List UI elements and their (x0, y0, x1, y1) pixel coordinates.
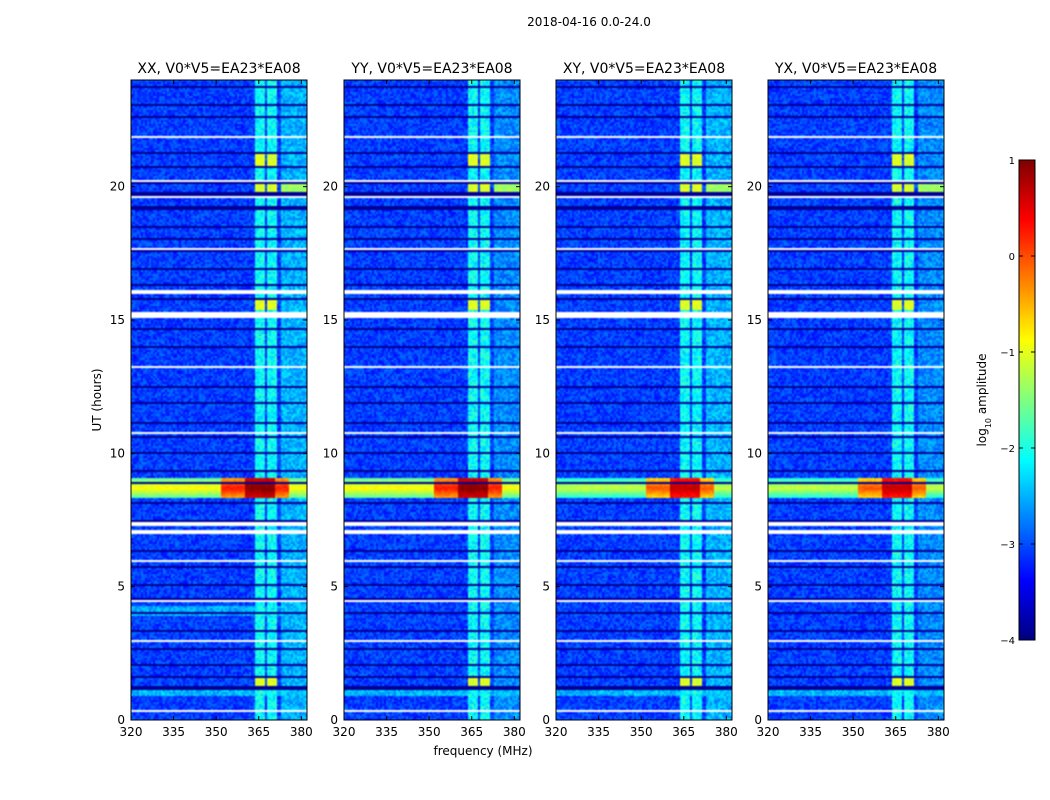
axes-frame-2 (555, 79, 733, 721)
y-tick-label: 5 (542, 580, 550, 594)
colorbar-frame (1018, 159, 1036, 641)
x-tick-label: 320 (333, 725, 356, 739)
colorbar-gradient (1019, 160, 1035, 640)
y-tick-label: 15 (747, 313, 762, 327)
axes-frame-3 (767, 79, 945, 721)
panel-title-0: XX, V0*V5=EA23*EA08 (137, 61, 300, 77)
colorbar-tick-label: −2 (1000, 444, 1015, 455)
x-tick-label: 365 (247, 725, 270, 739)
x-tick-label: 365 (672, 725, 695, 739)
y-tick-label: 5 (117, 580, 125, 594)
x-tick-label: 350 (418, 725, 441, 739)
x-tick-label: 335 (587, 725, 610, 739)
y-tick-label: 20 (747, 180, 762, 194)
panel-3: YX, V0*V5=EA23*EA08 320 335 350 365 380 0 5 10 15… (747, 61, 950, 739)
panels: XX, V0*V5=EA23*EA08 320 335 350 365 380 0 5 10 15… (110, 61, 950, 739)
y-tick-label: 5 (330, 580, 338, 594)
y-tick-label: 10 (323, 446, 338, 460)
y-tick-label: 0 (754, 713, 762, 727)
panel-1: YY, V0*V5=EA23*EA08 320 335 350 365 380 0 5 10 15… (323, 61, 526, 739)
heatmap-image-2 (556, 80, 732, 720)
panel-2: XY, V0*V5=EA23*EA08 320 335 350 365 380 0 5 10 15… (535, 61, 738, 739)
colorbar-tick-label: −4 (1000, 636, 1015, 647)
figure-suptitle: 2018-04-16 0.0-24.0 (527, 15, 651, 29)
panel-title-1: YY, V0*V5=EA23*EA08 (350, 61, 512, 77)
colorbar-tick-label: 1 (1009, 156, 1015, 167)
x-axis-label: frequency (MHz) (433, 744, 532, 758)
axes-frame-1 (343, 79, 521, 721)
x-tick-label: 350 (842, 725, 865, 739)
x-tick-label: 320 (120, 725, 143, 739)
y-tick-label: 15 (110, 313, 125, 327)
heatmap-image-0 (131, 80, 307, 720)
y-axis-label: UT (hours) (90, 368, 104, 431)
heatmap-image-3 (768, 80, 944, 720)
x-tick-label: 380 (715, 725, 738, 739)
x-tick-label: 380 (290, 725, 313, 739)
colorbar-tick-label: −1 (1000, 348, 1015, 359)
x-tick-label: 320 (757, 725, 780, 739)
x-tick-label: 335 (162, 725, 185, 739)
y-tick-label: 20 (323, 180, 338, 194)
panel-0: XX, V0*V5=EA23*EA08 320 335 350 365 380 0 5 10 15… (110, 61, 313, 739)
y-tick-label: 5 (754, 580, 762, 594)
x-tick-label: 320 (545, 725, 568, 739)
y-tick-label: 10 (535, 446, 550, 460)
x-tick-label: 380 (503, 725, 526, 739)
x-tick-label: 365 (460, 725, 483, 739)
panel-title-3: YX, V0*V5=EA23*EA08 (774, 61, 937, 77)
panel-title-2: XY, V0*V5=EA23*EA08 (563, 61, 725, 77)
heatmap-image-1 (344, 80, 520, 720)
y-tick-label: 20 (535, 180, 550, 194)
y-tick-label: 0 (330, 713, 338, 727)
y-tick-label: 15 (535, 313, 550, 327)
colorbar-label: log10 amplitude (975, 354, 993, 447)
x-tick-label: 350 (630, 725, 653, 739)
y-tick-label: 0 (117, 713, 125, 727)
x-tick-label: 335 (375, 725, 398, 739)
y-tick-label: 10 (747, 446, 762, 460)
axes-frame-0 (130, 79, 308, 721)
y-tick-label: 0 (542, 713, 550, 727)
colorbar-tick-label: 0 (1009, 252, 1015, 263)
y-tick-label: 10 (110, 446, 125, 460)
y-tick-label: 20 (110, 180, 125, 194)
colorbar-tick-label: −3 (1000, 540, 1015, 551)
x-tick-label: 380 (927, 725, 950, 739)
y-tick-label: 15 (323, 313, 338, 327)
colorbar: 1 0 −1 −2 −3 −4 log10 amplitude (975, 156, 1036, 647)
x-tick-label: 335 (799, 725, 822, 739)
x-tick-label: 350 (205, 725, 228, 739)
x-tick-label: 365 (884, 725, 907, 739)
